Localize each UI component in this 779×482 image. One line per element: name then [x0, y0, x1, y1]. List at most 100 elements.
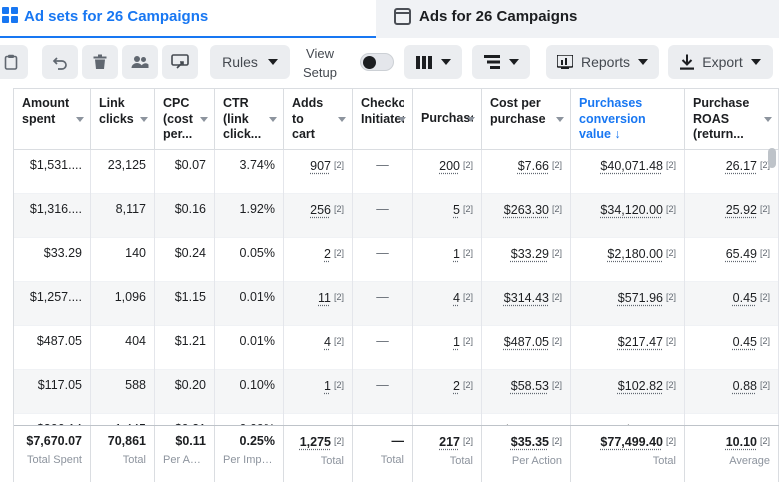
- table-row[interactable]: $1,316.... 8,117 $0.16 1.92% 256 [2] —5 [2] $263…: [0, 194, 779, 238]
- cell-value: 1: [453, 247, 460, 261]
- table-cell: 65.49 [2]: [685, 238, 779, 282]
- view-setup-line1: View: [306, 46, 334, 61]
- column-header[interactable]: Cost per purchase: [482, 89, 571, 150]
- cell-value: —: [376, 202, 389, 216]
- footnote-marker[interactable]: [2]: [333, 204, 344, 214]
- sort-icon[interactable]: [467, 117, 475, 122]
- view-setup-toggle[interactable]: [360, 53, 394, 71]
- footnote-marker[interactable]: [2]: [462, 204, 473, 214]
- column-header[interactable]: CheckoutsInitiated: [353, 89, 413, 150]
- footnote-marker[interactable]: [2]: [333, 436, 344, 446]
- column-header[interactable]: Link clicks: [91, 89, 155, 150]
- duplicate-button[interactable]: [0, 45, 28, 79]
- cell-value: 0.10%: [239, 378, 275, 392]
- table-row[interactable]: $487.05 404 $1.21 0.01% 4 [2] —1 [2] $487.05 [2] $…: [0, 326, 779, 370]
- ab-test-button[interactable]: [162, 45, 198, 79]
- column-header[interactable]: Purchases conversion value ↓: [571, 89, 685, 150]
- undo-button[interactable]: [42, 45, 78, 79]
- footnote-marker[interactable]: [2]: [665, 336, 676, 346]
- table-row[interactable]: $33.29 140 $0.24 0.05% 2 [2] —1 [2] $33.29 [2] $2,…: [0, 238, 779, 282]
- footnote-marker[interactable]: [2]: [462, 248, 473, 258]
- reports-button[interactable]: Reports: [546, 45, 659, 79]
- footnote-marker[interactable]: [2]: [665, 380, 676, 390]
- tab-ad-sets[interactable]: Ad sets for 26 Campaigns: [0, 0, 376, 38]
- column-header[interactable]: CTR (link click...: [215, 89, 284, 150]
- total-value: 1,275 [2]: [292, 432, 344, 451]
- total-value-text: —: [391, 434, 405, 448]
- table-row[interactable]: $1,257.... 1,096 $1.15 0.01% 11 [2] —4 [2] $314.…: [0, 282, 779, 326]
- footnote-marker[interactable]: [2]: [665, 292, 676, 302]
- footnote-marker[interactable]: [2]: [551, 336, 562, 346]
- footnote-marker[interactable]: [2]: [333, 292, 344, 302]
- footnote-marker[interactable]: [2]: [462, 336, 473, 346]
- table-cell: 3.74%: [215, 150, 284, 194]
- sort-icon[interactable]: [140, 117, 148, 122]
- footnote-marker[interactable]: [2]: [333, 336, 344, 346]
- footnote-marker[interactable]: [2]: [462, 436, 473, 446]
- footnote-marker[interactable]: [2]: [759, 292, 770, 302]
- breakdown-button[interactable]: [472, 45, 530, 79]
- table-row[interactable]: $117.05 588 $0.20 0.10% 1 [2] —2 [2] $58.53 [2] $1…: [0, 370, 779, 414]
- table-row[interactable]: $1,531.... 23,125 $0.07 3.74% 907 [2] —200 [2] $…: [0, 150, 779, 194]
- footnote-marker[interactable]: [2]: [759, 160, 770, 170]
- table-cell: $314.43 [2]: [482, 282, 571, 326]
- footnote-marker[interactable]: [2]: [665, 160, 676, 170]
- footnote-marker[interactable]: [2]: [759, 436, 770, 446]
- table-cell: $487.05: [14, 326, 91, 370]
- sort-icon[interactable]: [76, 117, 84, 122]
- column-header[interactable]: Adds to cart: [284, 89, 353, 150]
- vertical-scrollbar[interactable]: [768, 148, 776, 168]
- footnote-marker[interactable]: [2]: [759, 248, 770, 258]
- table-cell: 256 [2]: [284, 194, 353, 238]
- export-button[interactable]: Export: [668, 45, 773, 79]
- column-header[interactable]: Amount spent: [14, 89, 91, 150]
- footnote-marker[interactable]: [2]: [333, 160, 344, 170]
- trash-icon: [93, 54, 107, 69]
- sort-icon[interactable]: [200, 117, 208, 122]
- total-label: Total: [320, 455, 344, 467]
- table-cell: $1,316....: [14, 194, 91, 238]
- columns-button[interactable]: [404, 45, 462, 79]
- sort-icon[interactable]: [398, 117, 406, 122]
- footnote-marker[interactable]: [2]: [759, 204, 770, 214]
- footnote-marker[interactable]: [2]: [551, 292, 562, 302]
- total-cell: 10.10 [2] Average: [685, 426, 779, 482]
- rules-button[interactable]: Rules: [210, 45, 290, 79]
- chevron-down-icon: [267, 59, 278, 65]
- footnote-marker[interactable]: [2]: [759, 336, 770, 346]
- audience-button[interactable]: [122, 45, 158, 79]
- footnote-marker[interactable]: [2]: [462, 292, 473, 302]
- footnote-marker[interactable]: [2]: [462, 160, 473, 170]
- chevron-down-icon: [440, 59, 451, 65]
- footnote-marker[interactable]: [2]: [665, 204, 676, 214]
- delete-button[interactable]: [82, 45, 118, 79]
- total-value: $77,499.40 [2]: [579, 432, 676, 451]
- cell-value: 4: [453, 291, 460, 305]
- footnote-marker[interactable]: [2]: [333, 380, 344, 390]
- sort-icon[interactable]: [556, 117, 564, 122]
- cell-value: —: [376, 378, 389, 392]
- table-cell: $1,531....: [14, 150, 91, 194]
- footnote-marker[interactable]: [2]: [462, 380, 473, 390]
- footnote-marker[interactable]: [2]: [551, 380, 562, 390]
- cell-value: —: [376, 334, 389, 348]
- footnote-marker[interactable]: [2]: [333, 248, 344, 258]
- footnote-marker[interactable]: [2]: [665, 248, 676, 258]
- footnote-marker[interactable]: [2]: [551, 248, 562, 258]
- sort-icon[interactable]: [269, 117, 277, 122]
- toggle-knob: [363, 56, 376, 69]
- footnote-marker[interactable]: [2]: [551, 160, 562, 170]
- tab-ads[interactable]: Ads for 26 Campaigns: [380, 0, 779, 36]
- footnote-marker[interactable]: [2]: [551, 436, 562, 446]
- chevron-down-icon: [508, 59, 519, 65]
- column-header[interactable]: Purchases: [413, 89, 482, 150]
- footnote-marker[interactable]: [2]: [551, 204, 562, 214]
- column-header[interactable]: CPC (cost per...: [155, 89, 215, 150]
- footnote-marker[interactable]: [2]: [665, 436, 676, 446]
- table-cell: 4 [2]: [413, 282, 482, 326]
- sort-icon[interactable]: [338, 117, 346, 122]
- sort-icon[interactable]: [764, 117, 772, 122]
- clipboard-icon: [4, 54, 18, 70]
- footnote-marker[interactable]: [2]: [759, 380, 770, 390]
- column-header[interactable]: Purchase ROAS (return...: [685, 89, 779, 150]
